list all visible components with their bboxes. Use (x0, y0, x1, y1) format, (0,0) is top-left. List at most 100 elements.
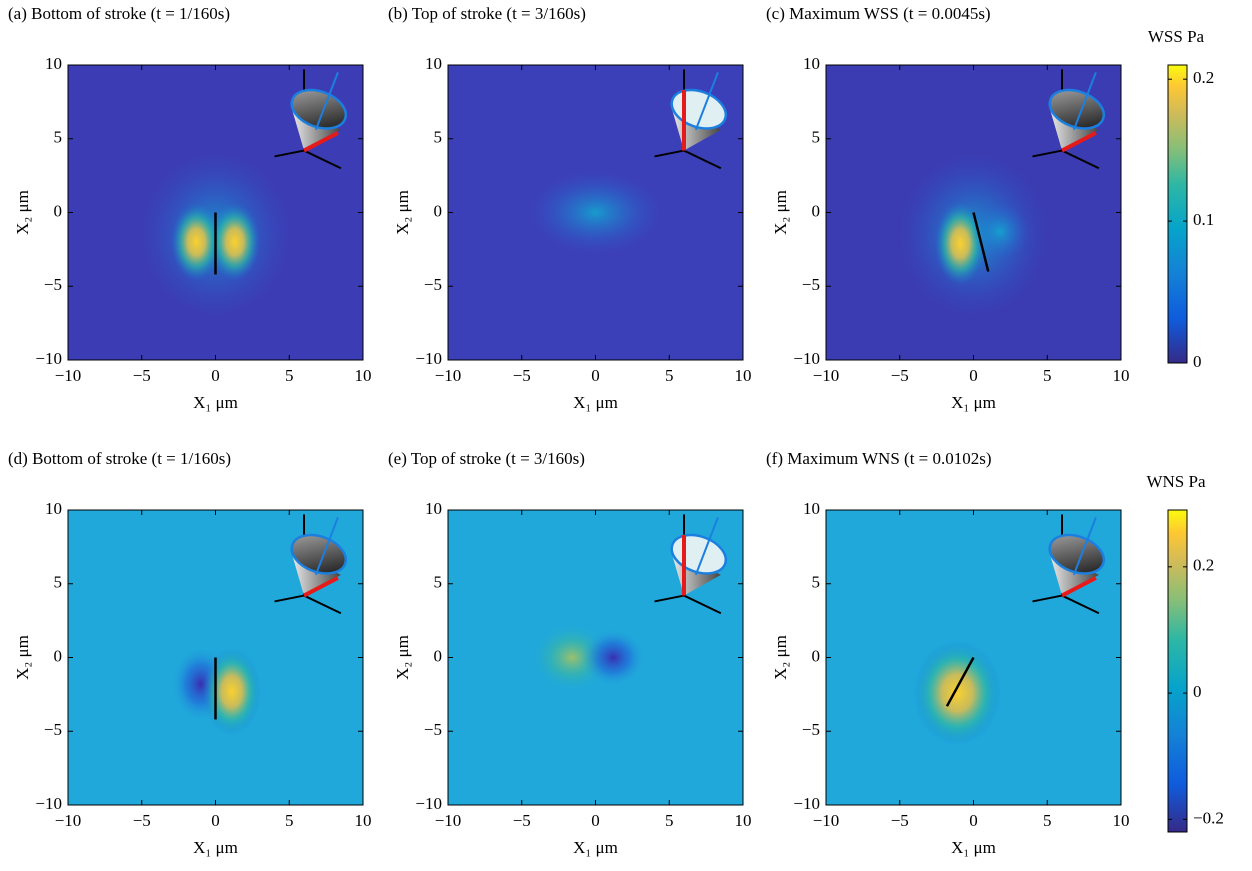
heatmap (448, 65, 743, 360)
y-axis-label: X₂ μm (393, 190, 412, 235)
panel-title: (e) Top of stroke (t = 3/160s) (388, 449, 585, 468)
colorbar-tick-label: 0.2 (1193, 556, 1214, 575)
x-tick-label: 0 (211, 811, 220, 830)
x-tick-label: −10 (435, 811, 462, 830)
heatmap (826, 510, 1121, 805)
x-axis-label: X₁ μm (193, 838, 238, 857)
y-tick-label: −10 (415, 349, 442, 368)
y-tick-label: −5 (44, 720, 62, 739)
icon-arm (1032, 594, 1063, 603)
y-tick-label: 5 (54, 573, 63, 592)
y-tick-label: −5 (424, 720, 442, 739)
icon-arm (683, 149, 722, 170)
x-tick-label: −5 (513, 366, 531, 385)
x-axis-label: X₁ μm (951, 838, 996, 857)
icon-rod (303, 131, 339, 153)
icon-arm (1032, 149, 1063, 158)
colorbar-tick-label: 0.1 (1193, 210, 1214, 229)
y-tick-label: 0 (812, 201, 821, 220)
y-tick-label: 10 (45, 54, 62, 73)
panel: (b) Top of stroke (t = 3/160s) X₁ μm X₂ μm… (388, 4, 752, 412)
icon-ray (694, 517, 719, 576)
panel: (c) Maximum WSS (t = 0.0045s) X₁ μm X₂ μm −… (766, 4, 1214, 412)
icon-ray (314, 72, 339, 131)
field-blob (970, 202, 1030, 262)
y-axis-label: X₂ μm (13, 635, 32, 680)
heatmap (826, 65, 1121, 360)
x-tick-label: 0 (969, 366, 978, 385)
x-tick-label: 10 (735, 366, 752, 385)
colorbar-label: WSS Pa (1148, 27, 1205, 46)
icon-rod (1061, 131, 1097, 153)
x-tick-label: −5 (133, 366, 151, 385)
icon-ray (1072, 72, 1097, 131)
y-axis-label: X₂ μm (13, 190, 32, 235)
panel: (e) Top of stroke (t = 3/160s) X₁ μm X₂ μm… (388, 449, 752, 857)
colorbar-tick-label: 0 (1193, 682, 1202, 701)
colorbar-tick-label: 0.2 (1193, 68, 1214, 87)
x-tick-label: 10 (355, 811, 372, 830)
icon-arm (274, 149, 305, 158)
x-tick-label: 5 (665, 366, 674, 385)
icon-arm (654, 149, 685, 158)
y-tick-label: 5 (812, 573, 821, 592)
x-tick-label: 5 (1043, 366, 1052, 385)
cone-icon (654, 514, 728, 615)
field-blob (202, 647, 262, 736)
heatmap (448, 510, 743, 805)
x-tick-label: −10 (55, 811, 82, 830)
icon-disk (1048, 533, 1106, 575)
field-blob (171, 203, 222, 281)
x-tick-label: 0 (211, 366, 220, 385)
colorbar-tick-label: −0.2 (1193, 808, 1224, 827)
icon-ray (314, 517, 339, 576)
icon-arm (1061, 594, 1100, 615)
colorbar-tick-label: 0 (1193, 352, 1202, 371)
x-tick-label: −5 (513, 811, 531, 830)
y-tick-label: 10 (803, 499, 820, 518)
y-tick-label: 0 (54, 201, 63, 220)
y-tick-label: −10 (35, 794, 62, 813)
x-tick-label: 5 (285, 366, 294, 385)
cilium (972, 212, 990, 272)
y-tick-label: 0 (812, 646, 821, 665)
x-axis-label: X₁ μm (573, 393, 618, 412)
y-tick-label: 10 (45, 499, 62, 518)
x-tick-label: −5 (891, 366, 909, 385)
y-tick-label: 5 (812, 128, 821, 147)
panel-title: (b) Top of stroke (t = 3/160s) (388, 4, 586, 23)
panel-title: (a) Bottom of stroke (t = 1/160s) (8, 4, 230, 23)
cone-icon (654, 69, 728, 170)
x-tick-label: 5 (1043, 811, 1052, 830)
panel: (a) Bottom of stroke (t = 1/160s) X₁ μm X₂… (8, 4, 372, 412)
y-tick-label: 5 (434, 128, 443, 147)
y-tick-label: −5 (44, 275, 62, 294)
field-blob (580, 628, 646, 687)
y-tick-label: 0 (434, 201, 443, 220)
icon-ray (694, 72, 719, 131)
x-tick-label: 0 (591, 366, 600, 385)
colorbar (1167, 64, 1188, 364)
cone-icon (1032, 514, 1106, 615)
x-tick-label: 10 (1113, 811, 1130, 830)
y-tick-label: 5 (434, 573, 443, 592)
icon-disk (290, 88, 348, 130)
field-blob (529, 171, 662, 254)
x-axis-label: X₁ μm (573, 838, 618, 857)
y-axis-label: X₂ μm (771, 190, 790, 235)
heatmap (68, 65, 363, 360)
y-tick-label: 0 (54, 646, 63, 665)
y-tick-label: −10 (793, 794, 820, 813)
y-tick-label: −10 (35, 349, 62, 368)
x-tick-label: −10 (435, 366, 462, 385)
y-tick-label: −5 (424, 275, 442, 294)
cilium (945, 656, 975, 707)
x-axis-label: X₁ μm (193, 393, 238, 412)
y-axis-label: X₂ μm (393, 635, 412, 680)
icon-arm (303, 594, 342, 615)
x-tick-label: −5 (891, 811, 909, 830)
panel-title: (d) Bottom of stroke (t = 1/160s) (8, 449, 231, 468)
x-tick-label: −10 (55, 366, 82, 385)
icon-rod (1061, 576, 1097, 598)
icon-arm (303, 149, 342, 170)
